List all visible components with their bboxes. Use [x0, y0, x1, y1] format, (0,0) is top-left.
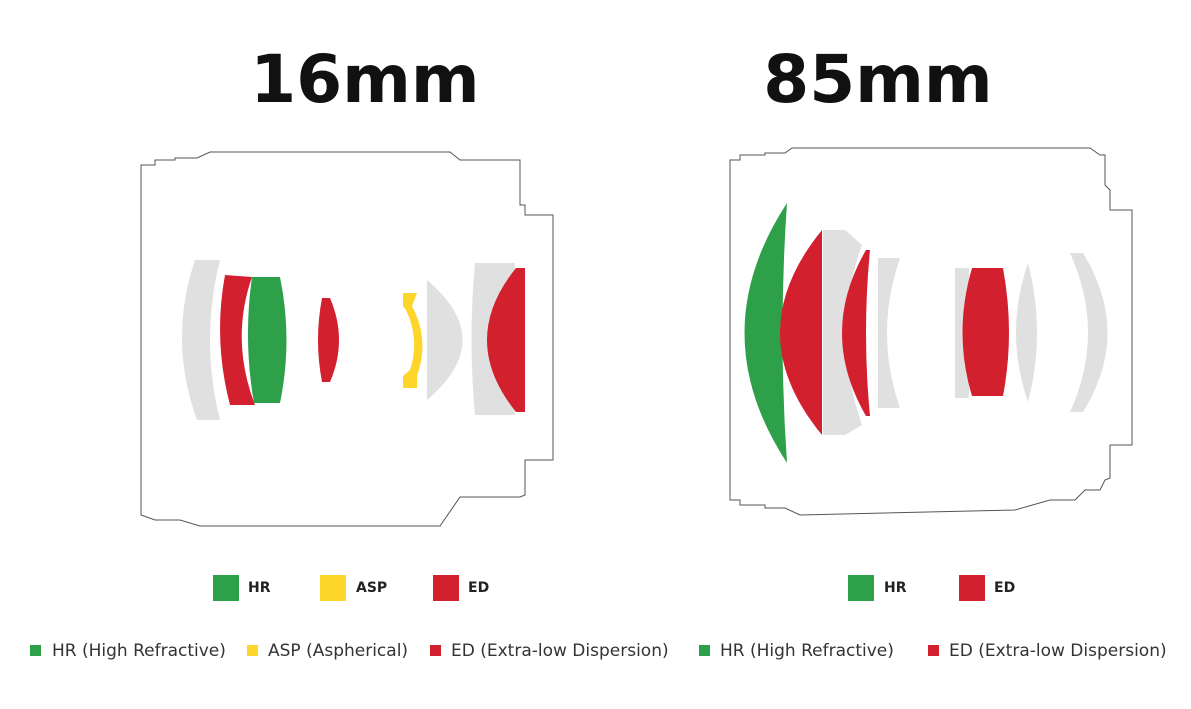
legend-label: ASP	[356, 580, 387, 596]
legend-swatch	[213, 575, 239, 601]
footer-label: ASP (Aspherical)	[268, 641, 408, 661]
panel-title: 16mm	[250, 41, 479, 118]
legend-swatch	[848, 575, 874, 601]
legend-label: ED	[468, 580, 489, 596]
lens-elements	[181, 260, 525, 420]
footer-swatch	[247, 645, 258, 656]
lens-housing	[729, 147, 1133, 516]
footer-label: HR (High Refractive)	[720, 641, 894, 661]
lens-housing	[140, 151, 554, 527]
legend-swatch	[433, 575, 459, 601]
legend-label: HR	[248, 580, 271, 596]
footer-swatch	[430, 645, 441, 656]
footer-swatch	[699, 645, 710, 656]
footer-label: ED (Extra-low Dispersion)	[451, 641, 669, 661]
legend-swatch	[959, 575, 985, 601]
lens-elements	[744, 203, 1108, 463]
footer-swatch	[30, 645, 41, 656]
legend-swatch	[320, 575, 346, 601]
legend-label: HR	[884, 580, 907, 596]
footer-label: ED (Extra-low Dispersion)	[949, 641, 1167, 661]
legend-label: ED	[994, 580, 1015, 596]
footer-swatch	[928, 645, 939, 656]
footer-label: HR (High Refractive)	[52, 641, 226, 661]
panel-title: 85mm	[763, 41, 992, 118]
